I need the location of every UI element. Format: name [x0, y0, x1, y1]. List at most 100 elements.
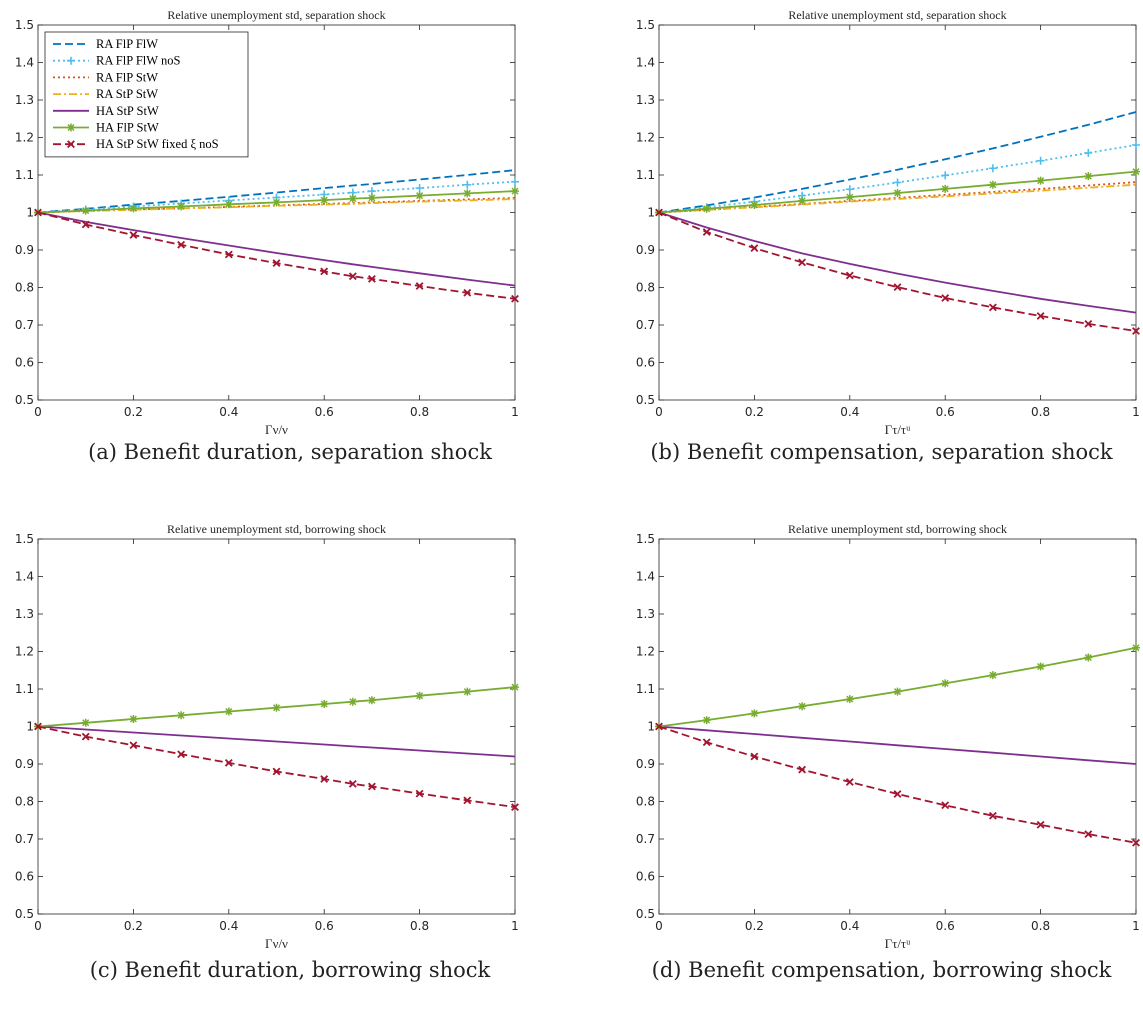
x-tick-label: 0.8 [410, 919, 429, 933]
data-point [348, 194, 357, 203]
data-point [81, 220, 90, 229]
x-tick-label: 0.2 [124, 405, 143, 419]
series-ha-flp-stw [34, 187, 519, 217]
x-axis-label: Γν/ν [265, 422, 288, 437]
series-4 [658, 211, 1137, 314]
data-point [129, 741, 138, 750]
legend-label: RA FlP StW [96, 70, 158, 84]
data-point [941, 184, 950, 193]
y-tick-label: 0.5 [15, 907, 34, 921]
legend-label: HA StP StW [96, 104, 159, 118]
data-point [750, 752, 759, 761]
series-line [37, 686, 516, 728]
data-point [893, 189, 902, 197]
data-point [463, 288, 472, 297]
y-tick-label: 0.6 [636, 356, 655, 370]
data-point [224, 250, 233, 259]
x-tick-label: 0.4 [840, 919, 859, 933]
data-point [177, 750, 186, 759]
y-tick-label: 1.2 [636, 645, 655, 659]
legend-label: RA StP StW [96, 87, 158, 101]
data-point [941, 294, 950, 302]
chart-panel-d: 0.5 0.6 0.7 0.8 0.9 1 1.1 1.2 1.3 1.4 1.5 0 0.2 0.4 0.… [636, 522, 1140, 951]
x-tick-label: 0.6 [936, 405, 955, 419]
y-tick-label: 1.3 [636, 93, 655, 107]
data-point [893, 687, 902, 696]
data-point [1132, 838, 1140, 847]
legend-marker [67, 56, 75, 65]
x-tick-label: 1 [511, 919, 519, 933]
series-0 [658, 725, 1137, 765]
data-point [348, 697, 357, 706]
data-point [81, 206, 90, 215]
y-tick-label: 0.9 [636, 243, 655, 257]
data-point [463, 687, 472, 696]
y-tick-label: 1.3 [15, 607, 34, 621]
data-point [224, 758, 233, 767]
y-tick-label: 1.4 [636, 56, 655, 70]
data-point [348, 779, 357, 788]
data-point [702, 716, 711, 725]
series-ra-stp-stw [37, 198, 516, 214]
legend-label: RA FlP FlW [96, 37, 158, 51]
y-tick-label: 0.6 [636, 870, 655, 884]
y-tick-label: 1.2 [636, 131, 655, 145]
y-tick-label: 0.6 [15, 870, 34, 884]
data-point [845, 778, 854, 786]
x-tick-label: 0.8 [1031, 405, 1050, 419]
data-point [367, 193, 376, 202]
data-point [415, 691, 424, 700]
legend-label: HA StP StW fixed ξ noS [96, 137, 219, 151]
data-point [1084, 653, 1093, 662]
data-point [1132, 141, 1140, 149]
data-point [750, 244, 759, 253]
data-point [1132, 167, 1140, 176]
data-point [750, 709, 759, 718]
data-point [34, 722, 42, 731]
data-point [320, 267, 329, 276]
chart-title: Relative unemployment std, separation sh… [167, 8, 385, 22]
data-point [988, 164, 997, 173]
data-point [415, 184, 424, 193]
x-tick-label: 0.6 [315, 919, 334, 933]
data-point [367, 696, 376, 705]
data-point [702, 204, 711, 213]
x-axis-label: Γτ/τᵘ [885, 422, 911, 437]
y-tick-label: 0.7 [15, 318, 34, 332]
series-line [37, 169, 516, 214]
x-tick-label: 0.4 [219, 405, 238, 419]
x-tick-label: 0 [655, 919, 663, 933]
data-point [702, 738, 711, 747]
x-tick-label: 1 [1132, 919, 1140, 933]
data-point [988, 180, 997, 189]
data-point [463, 189, 472, 198]
chart-panel-c: 0.5 0.6 0.7 0.8 0.9 1 1.1 1.2 1.3 1.4 1.5 0 0.2 0.4 0.… [15, 522, 519, 951]
series-line [37, 198, 516, 214]
data-point [1132, 327, 1140, 335]
data-point [177, 202, 186, 211]
data-point [129, 231, 138, 239]
x-tick-label: 0.4 [840, 405, 859, 419]
data-point [798, 196, 807, 205]
x-axis-label: Γτ/τᵘ [885, 936, 911, 951]
y-tick-label: 0.6 [15, 356, 34, 370]
x-tick-label: 0.8 [410, 405, 429, 419]
y-tick-label: 0.7 [636, 318, 655, 332]
y-tick-label: 0.9 [636, 757, 655, 771]
chart-panel-b: 0.5 0.6 0.7 0.8 0.9 1 1.1 1.2 1.3 1.4 1.5 0 0.2 0.4 0.… [636, 8, 1140, 437]
data-point [1084, 830, 1093, 839]
data-point [655, 208, 663, 217]
plot-area [37, 538, 516, 915]
data-point [320, 196, 329, 205]
y-tick-label: 0.9 [15, 243, 34, 257]
data-point [845, 193, 854, 202]
data-point [893, 790, 902, 798]
x-tick-label: 0.8 [1031, 919, 1050, 933]
series-line [37, 180, 516, 214]
data-point [367, 782, 376, 791]
data-point [988, 671, 997, 680]
plot-area [658, 538, 1137, 915]
y-tick-label: 1.4 [15, 56, 34, 70]
chart-title: Relative unemployment std, borrowing sho… [167, 522, 386, 536]
